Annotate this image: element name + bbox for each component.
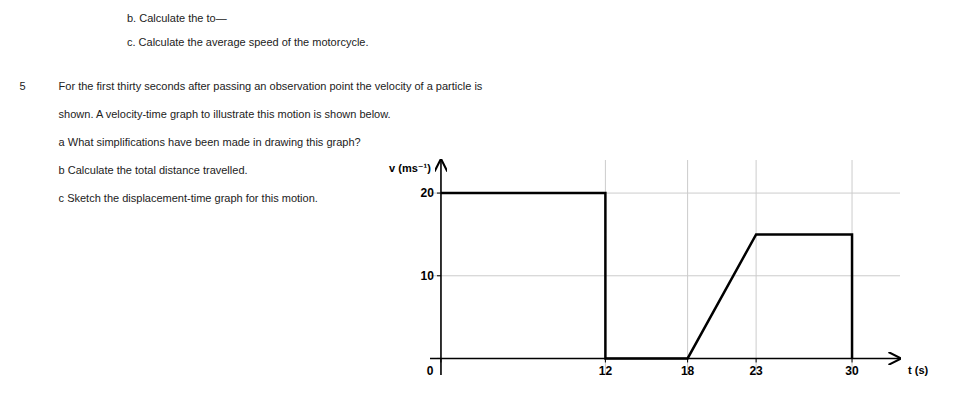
origin-label: 0	[427, 364, 434, 378]
x-tick-label: 30	[845, 364, 859, 378]
grid-line-x	[756, 160, 757, 375]
annotation: 5	[20, 80, 26, 92]
y-tick-label: 10	[421, 269, 435, 283]
annotation: c Sketch the displacement-time graph for…	[59, 192, 318, 204]
annotation: b Calculate the total distance travelled…	[59, 164, 248, 176]
y-tick	[437, 275, 441, 276]
annotation: a What simplifications have been made in…	[59, 136, 361, 148]
x-tick-label: 23	[749, 364, 763, 378]
axes: 0 12 18 23 30 10 20 v (ms⁻¹) t (s)	[389, 160, 928, 378]
y-axis-label: v (ms⁻¹)	[389, 162, 431, 174]
x-tick	[440, 358, 441, 362]
grid-line-y	[430, 275, 900, 276]
x-tick-label: 18	[681, 364, 695, 378]
grid-line-x	[687, 160, 688, 375]
annotation: b. Calculate the to—	[127, 12, 227, 24]
data	[441, 193, 852, 358]
y-tick-label: 20	[421, 186, 435, 200]
grid	[430, 160, 900, 375]
annotation: For the first thirty seconds after passi…	[59, 80, 483, 92]
y-tick	[437, 358, 441, 359]
x-tick	[852, 358, 853, 362]
x-axis-label: t (s)	[908, 364, 929, 376]
chart: b. Calculate the to— c. Calculate the ave…	[0, 0, 977, 399]
velocity-line	[441, 193, 852, 358]
annotation: shown. A velocity-time graph to illustra…	[59, 108, 391, 120]
y-tick	[437, 193, 441, 194]
annotations: b. Calculate the to— c. Calculate the ave…	[20, 12, 483, 204]
x-tick	[756, 358, 757, 362]
annotation: c. Calculate the average speed of the mo…	[127, 36, 369, 48]
x-tick-label: 12	[599, 364, 613, 378]
